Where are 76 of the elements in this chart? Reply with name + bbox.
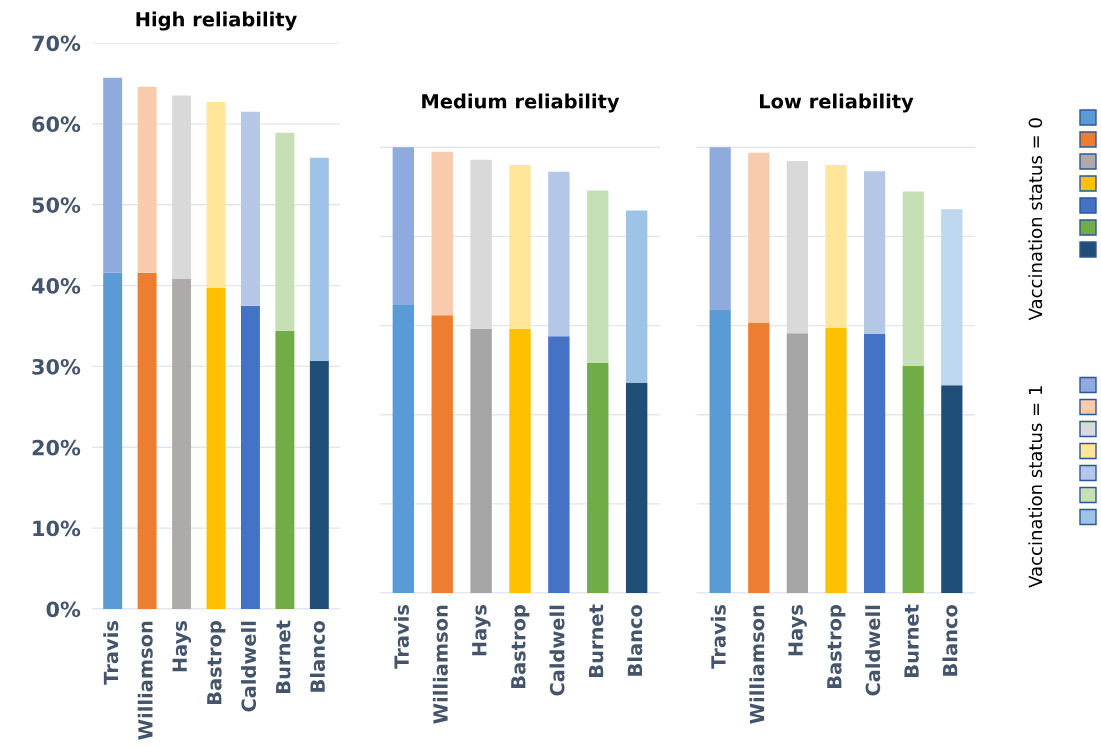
x-tick-label: Hays bbox=[172, 621, 191, 672]
x-tick-label: Williamson bbox=[137, 621, 153, 740]
x-tick-label: Williamson bbox=[432, 605, 448, 724]
bar bbox=[103, 272, 123, 609]
chart-title: High reliability bbox=[136, 11, 297, 31]
bar bbox=[509, 328, 531, 593]
y-tick-label: 10% bbox=[33, 520, 81, 537]
bar bbox=[748, 322, 770, 593]
bar bbox=[625, 210, 648, 384]
bar bbox=[240, 305, 260, 609]
bar bbox=[587, 190, 609, 364]
chart-title: Medium reliability bbox=[422, 93, 620, 113]
bar bbox=[863, 171, 886, 335]
bar bbox=[275, 330, 295, 609]
x-tick-label: Travis bbox=[103, 621, 119, 685]
x-tick-label: Blanco bbox=[309, 620, 325, 692]
bar bbox=[470, 159, 492, 329]
bar bbox=[309, 360, 329, 609]
bar bbox=[625, 383, 648, 593]
bar bbox=[431, 315, 453, 593]
legend-label: Vaccination status = 1 bbox=[1028, 386, 1043, 588]
chart-title: Low reliability bbox=[759, 93, 914, 113]
bar bbox=[548, 171, 570, 337]
x-tick-label: Blanco bbox=[627, 604, 643, 676]
y-tick-label: 40% bbox=[31, 278, 81, 294]
y-tick-label: 20% bbox=[32, 439, 81, 456]
bar bbox=[509, 165, 531, 329]
bar bbox=[137, 272, 157, 609]
bar bbox=[431, 151, 453, 316]
x-tick-label: Hays bbox=[788, 605, 807, 656]
x-tick-label: Blanco bbox=[942, 604, 958, 676]
bar bbox=[172, 279, 192, 609]
bar bbox=[941, 209, 963, 386]
bar bbox=[709, 309, 731, 593]
x-tick-label: Williamson bbox=[749, 605, 765, 724]
bar bbox=[748, 152, 770, 323]
bar bbox=[240, 111, 260, 306]
y-tick-label: 70% bbox=[32, 35, 81, 52]
x-tick-label: Caldwell bbox=[241, 621, 257, 712]
bar bbox=[863, 334, 886, 593]
bar bbox=[392, 305, 415, 593]
bar bbox=[309, 157, 329, 361]
x-tick-label: Burnet bbox=[276, 620, 291, 693]
x-tick-label: Burnet bbox=[904, 604, 919, 677]
x-tick-label: Burnet bbox=[588, 604, 604, 677]
x-tick-label: Bastrop bbox=[207, 620, 226, 704]
x-tick-label: Bastrop bbox=[511, 604, 530, 688]
x-tick-label: Hays bbox=[472, 605, 491, 656]
legend-label: Vaccination status = 0 bbox=[1028, 118, 1043, 321]
bar bbox=[941, 385, 963, 593]
x-tick-label: Travis bbox=[393, 605, 409, 669]
bar bbox=[137, 86, 157, 273]
bar bbox=[587, 363, 609, 593]
bar bbox=[172, 95, 192, 280]
y-tick-label: 60% bbox=[32, 116, 81, 133]
bar bbox=[786, 161, 809, 334]
bar bbox=[825, 327, 847, 593]
y-tick-label: 0% bbox=[46, 601, 81, 618]
x-tick-label: Travis bbox=[710, 605, 726, 669]
bar bbox=[470, 328, 492, 593]
bar bbox=[275, 132, 295, 331]
bar bbox=[206, 102, 226, 288]
x-tick-label: Caldwell bbox=[549, 605, 565, 696]
bar bbox=[902, 191, 924, 366]
bar bbox=[825, 165, 847, 328]
bar bbox=[206, 288, 226, 609]
bar bbox=[392, 147, 415, 306]
bar bbox=[902, 365, 924, 593]
bar bbox=[786, 333, 809, 593]
x-tick-label: Caldwell bbox=[865, 605, 881, 696]
bar bbox=[709, 147, 731, 310]
bar bbox=[103, 77, 123, 273]
bar bbox=[548, 336, 570, 593]
x-tick-label: Bastrop bbox=[827, 604, 846, 688]
y-tick-label: 50% bbox=[32, 197, 81, 213]
y-tick-label: 30% bbox=[32, 358, 81, 375]
